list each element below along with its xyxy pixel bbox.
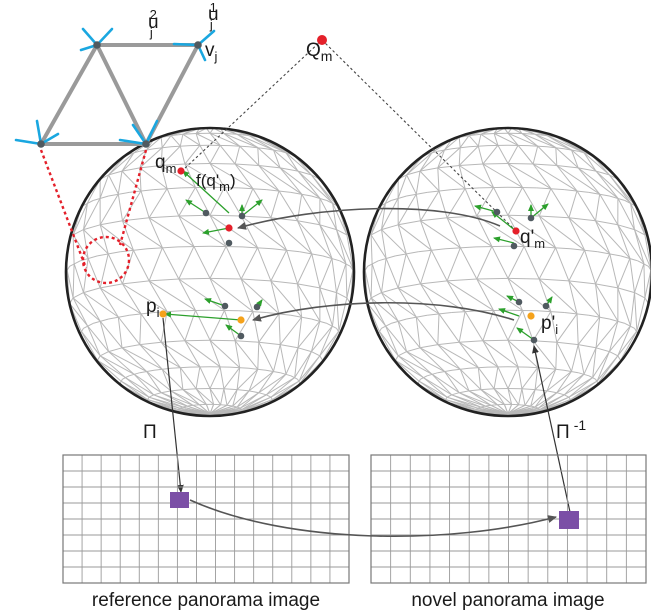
novel-sphere (362, 126, 651, 418)
label-u-j1: u1 j (208, 0, 219, 32)
zoom-indicator (39, 149, 148, 285)
label-pi: Π (143, 422, 157, 443)
reference-sphere-outline (64, 126, 356, 418)
caption-reference: reference panorama image (92, 590, 320, 611)
label-f-q-prime-m: f(q'm) (196, 171, 236, 194)
transfer-arrows (237, 207, 515, 322)
label-q-prime-m: q'm (520, 227, 545, 251)
reference-panorama-grid (62, 454, 350, 584)
point-Q-m (317, 35, 327, 45)
mesh-patch-zoom (14, 27, 216, 285)
novel-patch (559, 511, 579, 529)
novel-sphere-outline (362, 126, 651, 418)
point-p-prime-i (527, 312, 535, 320)
label-q-m: qm (155, 152, 176, 176)
labels: Qm u2 j u1 j vj qm f(q'm) q'm pi p'i Π Π -1… (92, 0, 605, 611)
reference-sphere-mesh (66, 128, 354, 416)
novel-panorama-grid (370, 454, 647, 584)
mesh-vertex (37, 140, 45, 148)
label-p-prime-i: p'i (541, 313, 558, 337)
point-p-i-left-orange (237, 316, 245, 324)
label-p-i: pi (146, 296, 160, 320)
caption-novel: novel panorama image (411, 590, 604, 611)
projection-rays (182, 39, 517, 232)
mesh-vertex (142, 140, 150, 148)
point-f-q-prime-m (225, 224, 233, 232)
label-v-j: vj (205, 40, 218, 64)
label-u-j2: u2 j (148, 7, 159, 40)
reference-patch (170, 492, 189, 508)
image-transfer-arrow (189, 499, 557, 538)
reference-sphere-features (159, 167, 263, 340)
mesh-vertex-v-j (194, 41, 202, 49)
projection-arrows (162, 317, 571, 513)
point-q-prime-m (512, 227, 520, 235)
point-p-i (159, 310, 167, 318)
mesh-vertex (93, 41, 101, 49)
novel-sphere-features (474, 203, 553, 344)
reference-sphere (64, 126, 356, 418)
label-Q-m: Qm (306, 40, 332, 64)
label-pi-inverse: Π -1 (556, 417, 586, 443)
point-q-m (177, 167, 185, 175)
